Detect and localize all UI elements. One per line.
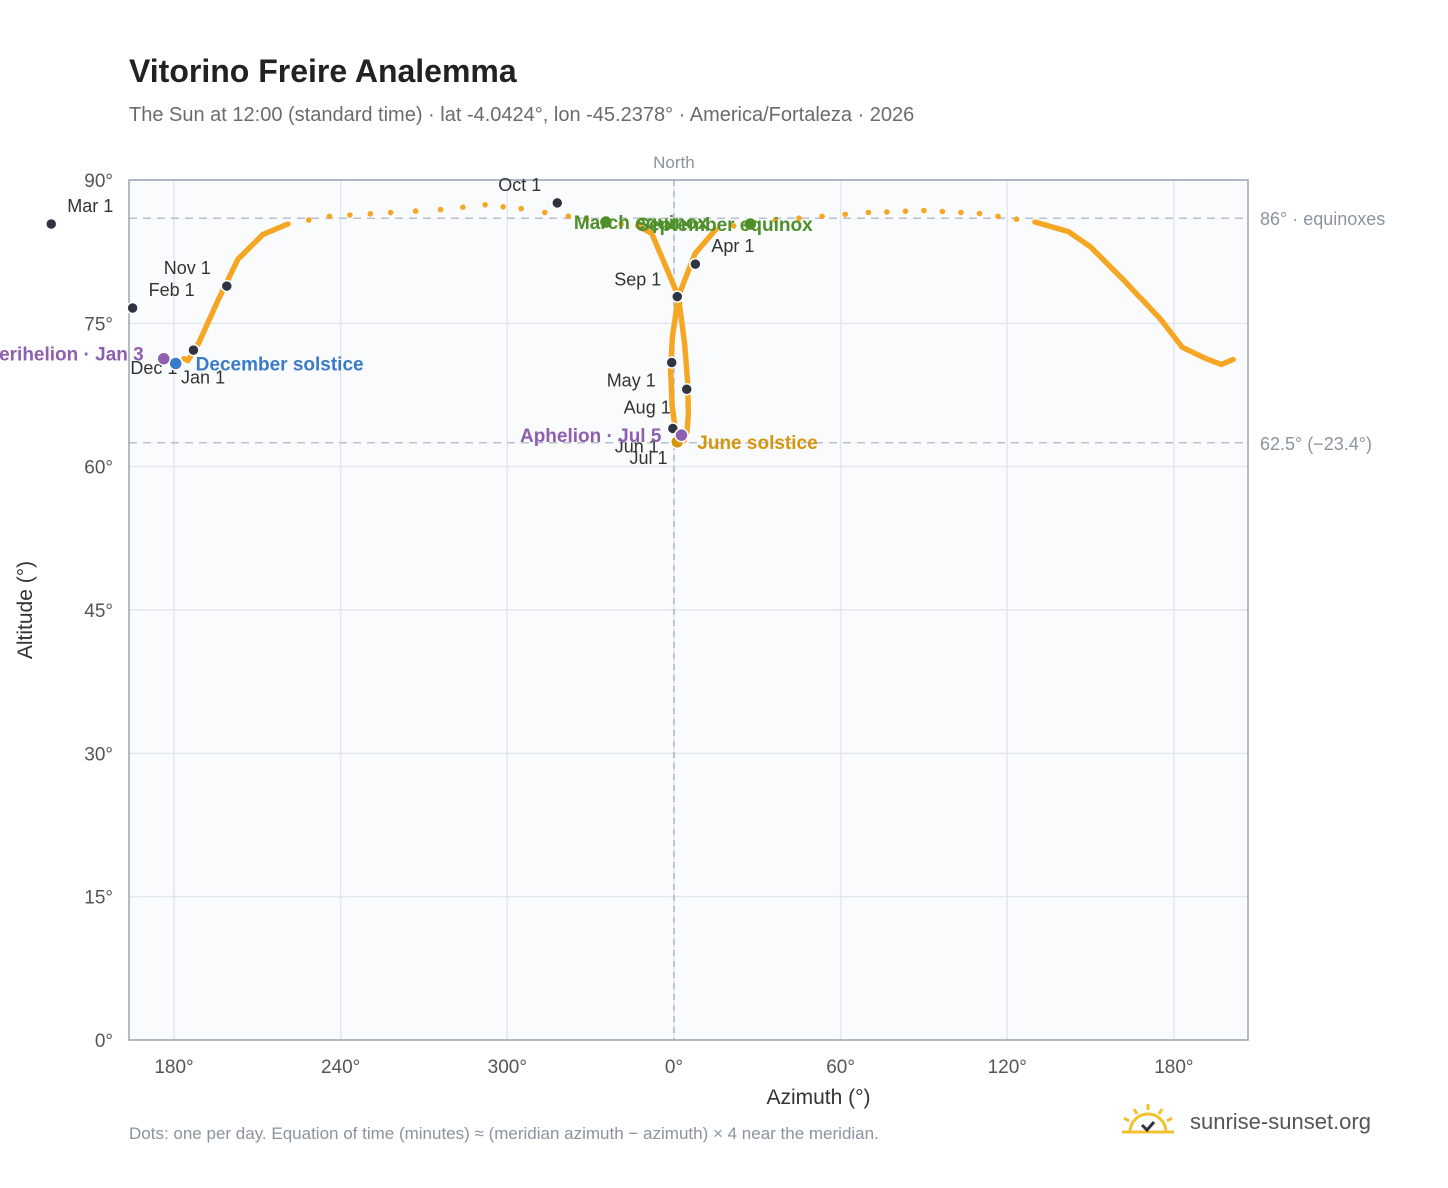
- reference-line-label: 86° · equinoxes: [1260, 209, 1385, 229]
- sun-logo-icon: [1120, 1102, 1176, 1141]
- day-dot: [412, 208, 419, 214]
- event-marker-label: March equinox: [574, 213, 709, 234]
- month-marker: [187, 343, 200, 357]
- brand[interactable]: sunrise-sunset.org: [1120, 1102, 1371, 1141]
- day-dot: [884, 209, 890, 215]
- x-tick-label: 300°: [488, 1057, 527, 1078]
- event-marker: [743, 216, 758, 232]
- plot-frame: [128, 179, 1249, 1041]
- month-marker-label: Aug 1: [624, 397, 671, 417]
- day-dot: [618, 221, 624, 227]
- month-marker: [551, 196, 564, 210]
- day-dot: [1230, 356, 1236, 363]
- day-dot: [921, 207, 927, 214]
- x-tick-label: 180°: [1154, 1057, 1193, 1078]
- month-marker-label: Jun 1: [615, 436, 659, 456]
- day-dot: [712, 226, 719, 233]
- x-tick-label: 240°: [321, 1057, 360, 1078]
- event-marker: [156, 351, 171, 366]
- day-dot: [367, 211, 374, 217]
- north-label: North: [653, 153, 695, 172]
- day-dot: [902, 208, 909, 214]
- month-marker-label: Feb 1: [149, 280, 195, 300]
- day-dot: [958, 209, 964, 216]
- event-marker: [674, 427, 689, 443]
- grid: 180° 240° 300° 0° 60° 120° 180° 0° 15° 30° 45° 60° 7…: [84, 171, 1248, 1078]
- month-marker: [44, 217, 58, 231]
- x-tick-label: 120°: [988, 1057, 1027, 1078]
- x-axis-label: Azimuth (°): [766, 1086, 870, 1109]
- month-marker: [680, 383, 693, 396]
- day-dot: [518, 205, 524, 212]
- event-marker-label: June solstice: [697, 433, 817, 454]
- month-marker-label: Nov 1: [164, 258, 211, 278]
- day-dot: [772, 217, 779, 223]
- day-dot: [819, 213, 825, 220]
- y-tick-label: 75°: [84, 314, 113, 335]
- month-marker-label: Apr 1: [711, 236, 754, 256]
- day-dot: [460, 204, 466, 210]
- y-tick-label: 90°: [84, 171, 113, 192]
- month-marker-label: Jan 1: [181, 367, 225, 387]
- day-dot: [305, 217, 312, 223]
- y-tick-label: 30°: [84, 744, 113, 765]
- reference-line-label: 62.5° (−23.4°): [1260, 434, 1372, 454]
- event-marker: [598, 214, 614, 230]
- event-marker-label: Perihelion · Jan 3: [0, 345, 144, 366]
- month-marker-label: Oct 1: [498, 175, 541, 195]
- month-marker-label: Jul 1: [630, 448, 668, 468]
- x-tick-label: 180°: [154, 1057, 193, 1078]
- day-dot: [1013, 216, 1020, 222]
- day-dot: [387, 209, 394, 216]
- x-tick-label: 60°: [826, 1057, 855, 1078]
- day-dot: [865, 209, 872, 216]
- month-marker: [689, 257, 702, 271]
- day-dot: [542, 209, 548, 216]
- event-marker-label: December solstice: [196, 354, 364, 375]
- day-dot: [976, 210, 983, 217]
- day-dot: [842, 211, 848, 218]
- y-axis-label: Altitude (°): [14, 561, 37, 659]
- day-dot: [796, 215, 802, 221]
- month-marker: [671, 290, 684, 303]
- day-dot: [995, 213, 1001, 220]
- y-tick-label: 45°: [84, 601, 113, 622]
- day-dot: [285, 221, 291, 227]
- month-marker: [220, 279, 234, 293]
- day-dot: [326, 213, 333, 220]
- brand-name: sunrise-sunset.org: [1190, 1108, 1371, 1134]
- month-marker-label: May 1: [607, 371, 656, 391]
- day-dot: [347, 212, 353, 218]
- y-tick-label: 0°: [95, 1031, 113, 1052]
- day-dot: [939, 208, 946, 215]
- y-tick-label: 60°: [84, 458, 113, 479]
- day-dot: [437, 206, 444, 213]
- month-marker-label: Sep 1: [614, 270, 661, 290]
- month-marker: [126, 301, 139, 315]
- day-dot: [565, 213, 572, 220]
- chart-title: Vitorino Freire Analemma: [129, 53, 517, 89]
- month-marker-label: Mar 1: [67, 196, 113, 216]
- day-dot: [482, 202, 488, 208]
- x-tick-label: 0°: [665, 1057, 683, 1078]
- event-marker: [168, 356, 183, 371]
- day-dot: [730, 223, 737, 229]
- chart-subtitle: The Sun at 12:00 (standard time) · lat -…: [129, 104, 915, 126]
- footnote: Dots: one per day. Equation of time (min…: [129, 1124, 879, 1143]
- axes: North Azimuth (°) Altitude (°): [14, 153, 871, 1109]
- day-dot: [583, 216, 590, 222]
- event-marker-label: Aphelion · Jul 5: [520, 426, 662, 447]
- day-dot: [500, 204, 506, 210]
- event-marker-label: September equinox: [636, 215, 813, 236]
- month-marker: [665, 356, 678, 369]
- y-tick-label: 15°: [84, 888, 113, 909]
